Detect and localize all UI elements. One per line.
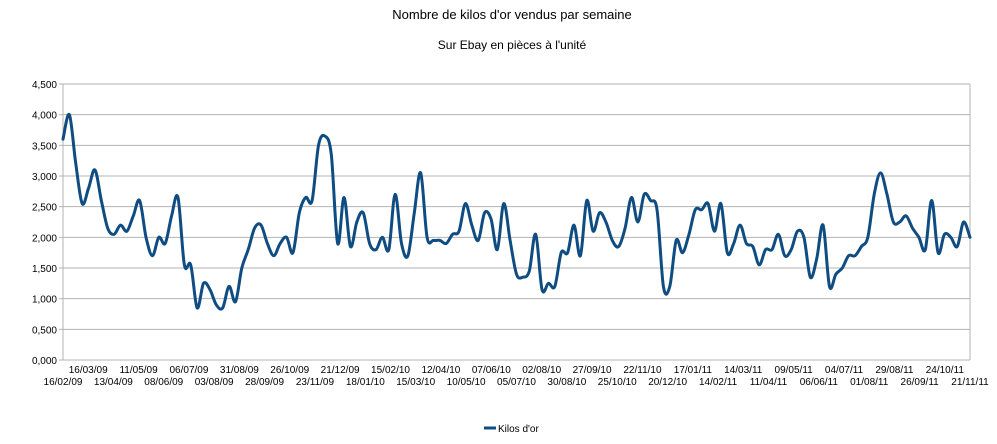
x-tick-label: 06/06/11 bbox=[800, 377, 839, 388]
x-tick-label: 12/04/10 bbox=[421, 365, 460, 376]
y-tick-label: 2,000 bbox=[32, 233, 57, 244]
y-tick-label: 4,000 bbox=[32, 111, 57, 122]
x-tick-label: 23/11/09 bbox=[296, 377, 335, 388]
x-tick-label: 15/02/10 bbox=[371, 365, 410, 376]
legend: Kilos d'or bbox=[484, 424, 539, 435]
x-tick-label: 16/02/09 bbox=[44, 377, 83, 388]
chart-title: Nombre de kilos d'or vendus par semaine bbox=[392, 7, 632, 22]
x-tick-label: 22/11/10 bbox=[623, 365, 662, 376]
x-tick-label: 01/08/11 bbox=[850, 377, 889, 388]
x-tick-label: 09/05/11 bbox=[775, 365, 814, 376]
x-tick-label: 21/11/11 bbox=[951, 377, 989, 388]
x-tick-labels: 16/02/0916/03/0913/04/0911/05/0908/06/09… bbox=[44, 365, 990, 388]
axes bbox=[59, 83, 971, 361]
x-tick-label: 11/05/09 bbox=[119, 365, 158, 376]
x-tick-label: 10/05/10 bbox=[447, 377, 486, 388]
x-tick-label: 21/12/09 bbox=[321, 365, 360, 376]
y-tick-label: 2,500 bbox=[32, 203, 57, 214]
x-tick-label: 03/08/09 bbox=[195, 377, 234, 388]
x-tick-label: 30/08/10 bbox=[547, 377, 586, 388]
x-tick-label: 13/04/09 bbox=[94, 377, 133, 388]
series-line-0 bbox=[61, 112, 972, 311]
x-tick-label: 25/10/10 bbox=[598, 377, 637, 388]
x-tick-label: 27/09/10 bbox=[573, 365, 612, 376]
grid bbox=[63, 83, 970, 330]
x-tick-label: 17/01/11 bbox=[674, 365, 713, 376]
x-tick-label: 11/04/11 bbox=[750, 377, 788, 388]
y-tick-label: 0,000 bbox=[32, 356, 57, 367]
x-tick-label: 04/07/11 bbox=[825, 365, 864, 376]
x-tick-label: 07/06/10 bbox=[472, 365, 511, 376]
x-tick-label: 02/08/10 bbox=[522, 365, 561, 376]
x-tick-label: 31/08/09 bbox=[220, 365, 259, 376]
x-tick-label: 15/03/10 bbox=[396, 377, 435, 388]
chart-subtitle: Sur Ebay en pièces à l'unité bbox=[438, 38, 587, 52]
x-tick-label: 26/10/09 bbox=[270, 365, 309, 376]
x-tick-label: 14/02/11 bbox=[699, 377, 738, 388]
y-tick-label: 3,500 bbox=[32, 141, 57, 152]
y-tick-label: 4,500 bbox=[32, 80, 57, 91]
y-tick-label: 3,000 bbox=[32, 172, 57, 183]
y-tick-labels: 0,000 0,500 1,000 1,500 2,000 2,500 3,000 3,500… bbox=[32, 80, 57, 367]
x-tick-label: 08/06/09 bbox=[144, 377, 183, 388]
x-tick-label: 06/07/09 bbox=[170, 365, 209, 376]
x-tick-label: 16/03/09 bbox=[69, 365, 108, 376]
x-tick-label: 18/01/10 bbox=[346, 377, 385, 388]
x-tick-label: 24/10/11 bbox=[926, 365, 965, 376]
y-tick-label: 0,500 bbox=[32, 325, 57, 336]
x-tick-label: 29/08/11 bbox=[875, 365, 914, 376]
legend-label: Kilos d'or bbox=[498, 424, 539, 435]
x-tick-label: 14/03/11 bbox=[724, 365, 763, 376]
x-tick-label: 20/12/10 bbox=[648, 377, 687, 388]
x-tick-label: 05/07/10 bbox=[497, 377, 536, 388]
y-tick-label: 1,000 bbox=[32, 295, 57, 306]
x-tick-label: 28/09/09 bbox=[245, 377, 284, 388]
x-tick-label: 26/09/11 bbox=[901, 377, 940, 388]
series-layer bbox=[61, 112, 972, 311]
y-tick-label: 1,500 bbox=[32, 264, 57, 275]
